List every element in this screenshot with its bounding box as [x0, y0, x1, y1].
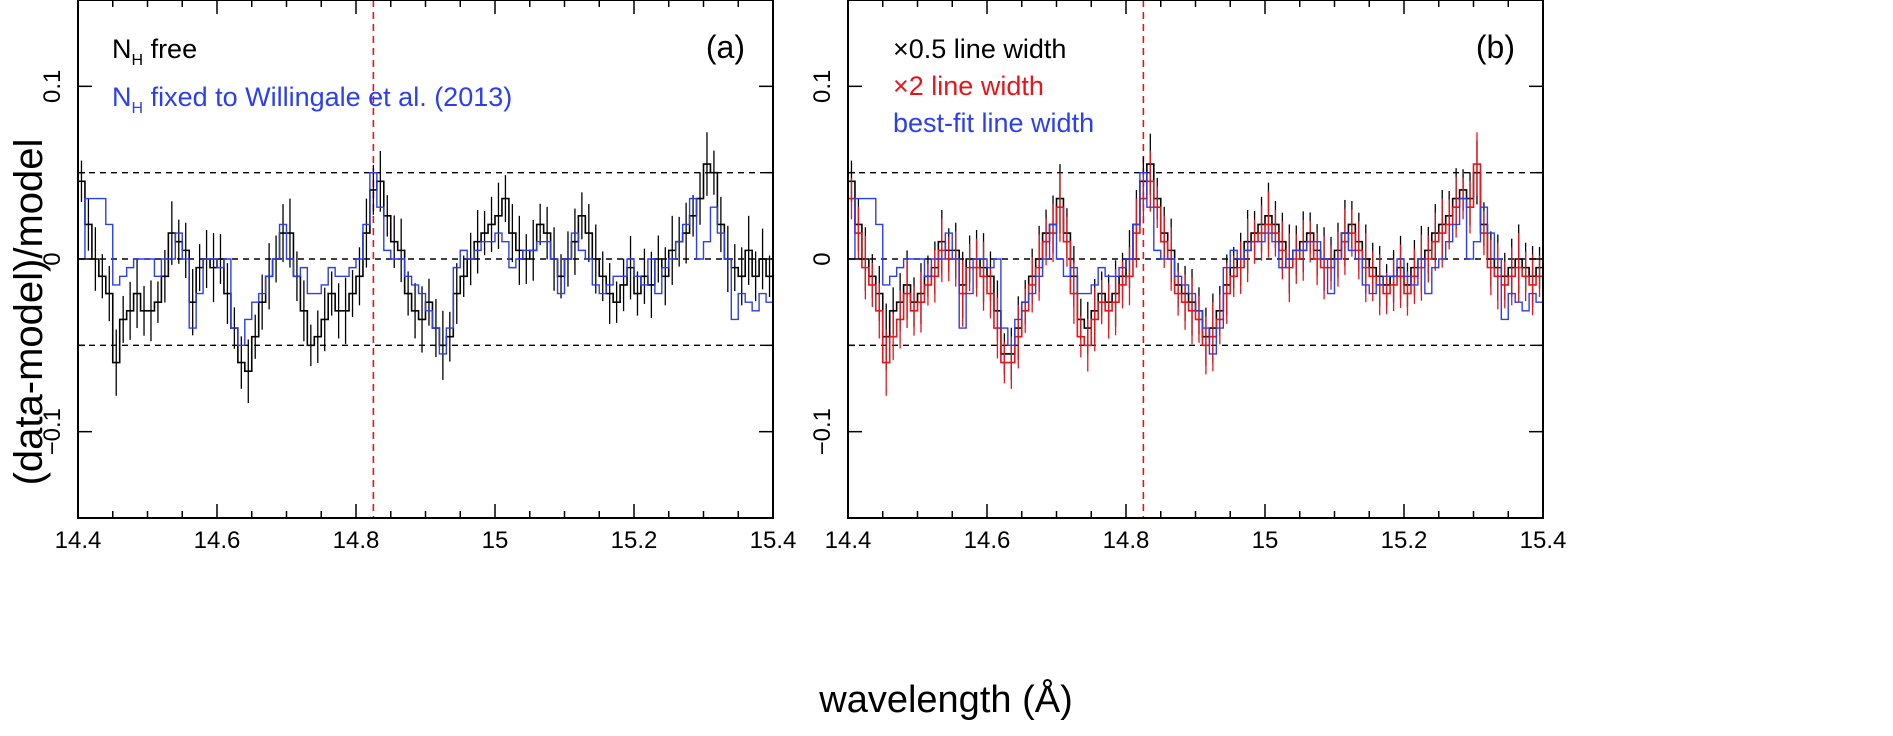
series-nh-fixed-to-willingale-et-al-2013- [78, 171, 773, 355]
legend-entry: best-fit line width [893, 108, 1094, 138]
legend-entry: ×0.5 line width [893, 34, 1066, 64]
x-tick-label: 15 [482, 527, 509, 554]
panel-label: (a) [706, 29, 745, 65]
legend-main: N [112, 34, 132, 64]
y-tick-label: 0.1 [809, 70, 836, 103]
x-tick-label: 14.4 [825, 527, 872, 554]
x-tick-label: 14.6 [964, 527, 1011, 554]
legend-rest: fixed to Willingale et al. (2013) [143, 82, 512, 112]
x-tick-label: 15 [1252, 527, 1279, 554]
x-tick-label: 14.8 [333, 527, 380, 554]
y-tick-label: −0.1 [809, 408, 836, 455]
x-tick-label: 15.2 [1381, 527, 1428, 554]
panel-a: 14.4 14.6 14.8 15 15.2 15.4−0.100.1(a)NH free… [39, 0, 796, 554]
x-tick-label: 14.4 [55, 527, 102, 554]
legend-entry: ×2 line width [893, 71, 1044, 101]
x-axis-label: wavelength (Å) [818, 677, 1072, 721]
panel-b: 14.4 14.6 14.8 15 15.2 15.4 −0.1 0 0.1 (b) ×0.5 li… [809, 0, 1566, 554]
series-line [78, 171, 773, 355]
x-tick-label: 15.4 [1520, 527, 1567, 554]
series-best-fit-line-width [848, 171, 1543, 355]
series-group [848, 132, 1543, 396]
legend-main: N [112, 82, 132, 112]
x-tick-label: 15.2 [611, 527, 658, 554]
series-line [848, 171, 1543, 355]
y-axis-label: (data-model)/model [7, 139, 51, 486]
series-line [848, 163, 1543, 364]
y-tick-label: 0.1 [39, 70, 66, 103]
panel-label: (b) [1476, 29, 1515, 65]
legend-subscript: H [132, 100, 144, 117]
legend-subscript: H [132, 52, 144, 69]
x-tick-label: 14.8 [1103, 527, 1150, 554]
y-tick-label: 0 [809, 252, 836, 265]
y-tick-label: 0 [39, 252, 66, 265]
legend-entry: NH free [112, 34, 197, 69]
legend-rest: free [143, 34, 197, 64]
legend-main: ×0.5 line width [893, 34, 1066, 64]
y-tick-label: −0.1 [39, 408, 66, 455]
x-tick-label: 15.4 [750, 527, 797, 554]
x-tick-label: 14.6 [194, 527, 241, 554]
legend-main: ×2 line width [893, 71, 1044, 101]
series-line [78, 163, 773, 373]
legend-main: best-fit line width [893, 108, 1094, 138]
legend-entry: NH fixed to Willingale et al. (2013) [112, 82, 512, 117]
